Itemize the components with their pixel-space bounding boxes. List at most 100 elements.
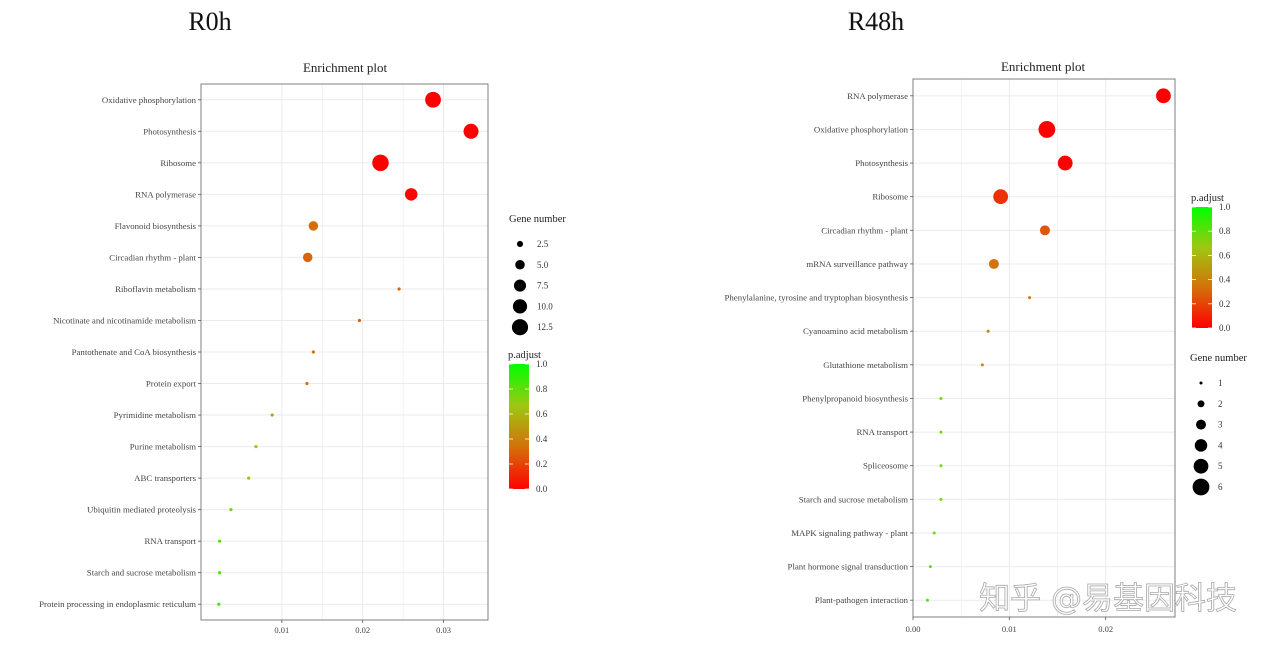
category-label: Ribosome [160, 158, 196, 168]
data-point [1057, 155, 1073, 171]
category-label: Starch and sucrose metabolism [87, 568, 196, 578]
size-legend-label: 2 [1218, 399, 1223, 409]
size-legend-label: 2.5 [537, 239, 549, 249]
category-label: Starch and sucrose metabolism [799, 494, 908, 504]
data-point [229, 508, 233, 512]
size-legend-dot [516, 240, 524, 248]
size-legend-label: 1 [1218, 378, 1223, 388]
data-point [254, 444, 258, 449]
data-point [247, 476, 251, 480]
category-label: RNA transport [856, 427, 908, 437]
category-label: Protein processing in endoplasmic reticu… [39, 599, 196, 609]
data-point [217, 539, 222, 543]
data-point [993, 189, 1009, 205]
data-point [311, 350, 315, 354]
size-legend-label: 10.0 [537, 301, 553, 311]
size-legend-label: 3 [1218, 420, 1223, 430]
size-legend-dot [512, 299, 528, 314]
category-label: Purine metabolism [130, 442, 196, 452]
enrichment-plot-r48h: RNA polymerase Oxidative phosphorylation P… [725, 78, 1247, 634]
data-point [988, 258, 999, 269]
enrichment-plot-r0h: Oxidative phosphorylation Photosynthesis R… [39, 83, 566, 635]
size-legend-label: 6 [1218, 482, 1223, 492]
data-point [404, 188, 418, 201]
data-point [463, 123, 479, 139]
color-legend-label: 0.8 [1219, 226, 1231, 236]
size-legend-label: 7.5 [537, 281, 549, 291]
size-legend-dot [1193, 458, 1209, 474]
size-legend-label: 12.5 [537, 322, 553, 332]
data-point [302, 252, 313, 263]
color-legend-title: p.adjust [508, 350, 541, 361]
plot-border [912, 78, 1176, 618]
category-label: Riboflavin metabolism [115, 284, 196, 294]
data-point [397, 287, 401, 291]
size-legend-title: Gene number [509, 214, 566, 225]
data-point [217, 571, 222, 575]
category-label: Ribosome [872, 192, 908, 202]
category-label: ABC transporters [134, 473, 196, 483]
category-label: Phenylpropanoid biosynthesis [802, 393, 908, 403]
category-label: Cyanoamino acid metabolism [803, 326, 908, 336]
x-tick-label: 0.03 [436, 625, 451, 635]
size-legend-label: 5.0 [537, 260, 549, 270]
category-label: Circadian rhythm - plant [109, 252, 196, 262]
category-label: Plant-pathogen interaction [815, 595, 909, 605]
data-point [939, 430, 943, 434]
data-point [1038, 121, 1056, 138]
data-point [372, 154, 389, 172]
data-point [932, 531, 936, 535]
size-legend-title: Gene number [1190, 353, 1247, 364]
plot-title-right: Enrichment plot [1001, 59, 1086, 74]
data-point [308, 221, 319, 231]
category-label: Photosynthesis [855, 158, 908, 168]
category-label: Nicotinate and nicotinamide metabolism [53, 315, 196, 325]
data-point [939, 464, 943, 468]
size-legend-dot [1194, 439, 1208, 452]
watermark-text: 知乎 @易基因科技 [979, 581, 1237, 617]
data-point [986, 329, 990, 333]
color-legend-label: 0.2 [536, 459, 547, 469]
data-point [1156, 88, 1171, 104]
category-label: Oxidative phosphorylation [102, 95, 197, 105]
x-tick-label: 0.01 [1002, 624, 1017, 634]
color-legend-label: 1.0 [1219, 202, 1231, 212]
category-label: Protein export [146, 379, 197, 389]
category-label: Oxidative phosphorylation [814, 124, 909, 134]
data-point [980, 363, 984, 367]
color-legend-label: 0.0 [1219, 323, 1231, 333]
color-legend-label: 1.0 [536, 359, 548, 369]
color-legend-label: 0.4 [536, 434, 548, 444]
data-point [270, 413, 274, 417]
category-label: Glutathione metabolism [823, 360, 908, 370]
category-label: Ubiquitin mediated proteolysis [87, 505, 197, 515]
x-tick-label: 0.02 [355, 625, 370, 635]
data-point [1039, 225, 1050, 236]
color-legend-label: 0.2 [1219, 299, 1230, 309]
size-legend-dot [1197, 400, 1205, 408]
data-point [357, 318, 362, 323]
data-point [925, 598, 929, 602]
size-legend-dot [1196, 419, 1206, 430]
category-label: Phenylalanine, tyrosine and tryptophan b… [725, 293, 909, 303]
category-label: Plant hormone signal transduction [788, 562, 909, 572]
category-label: mRNA surveillance pathway [806, 259, 908, 269]
size-legend-label: 5 [1218, 461, 1223, 471]
category-label: Photosynthesis [143, 126, 196, 136]
color-legend-label: 0.4 [1219, 275, 1231, 285]
data-point [939, 396, 943, 400]
category-label: Pantothenate and CoA biosynthesis [72, 347, 197, 357]
data-point [928, 565, 932, 569]
data-point [939, 497, 943, 501]
size-legend-dot [513, 279, 527, 292]
category-label: RNA transport [144, 536, 196, 546]
category-label: Spliceosome [863, 461, 908, 471]
panel-title-right: R48h [848, 7, 904, 36]
color-legend-bar [509, 364, 529, 489]
size-legend-dot [1199, 381, 1203, 385]
data-point [425, 91, 441, 108]
size-legend-dot [511, 319, 529, 336]
color-legend-title: p.adjust [1191, 193, 1224, 204]
